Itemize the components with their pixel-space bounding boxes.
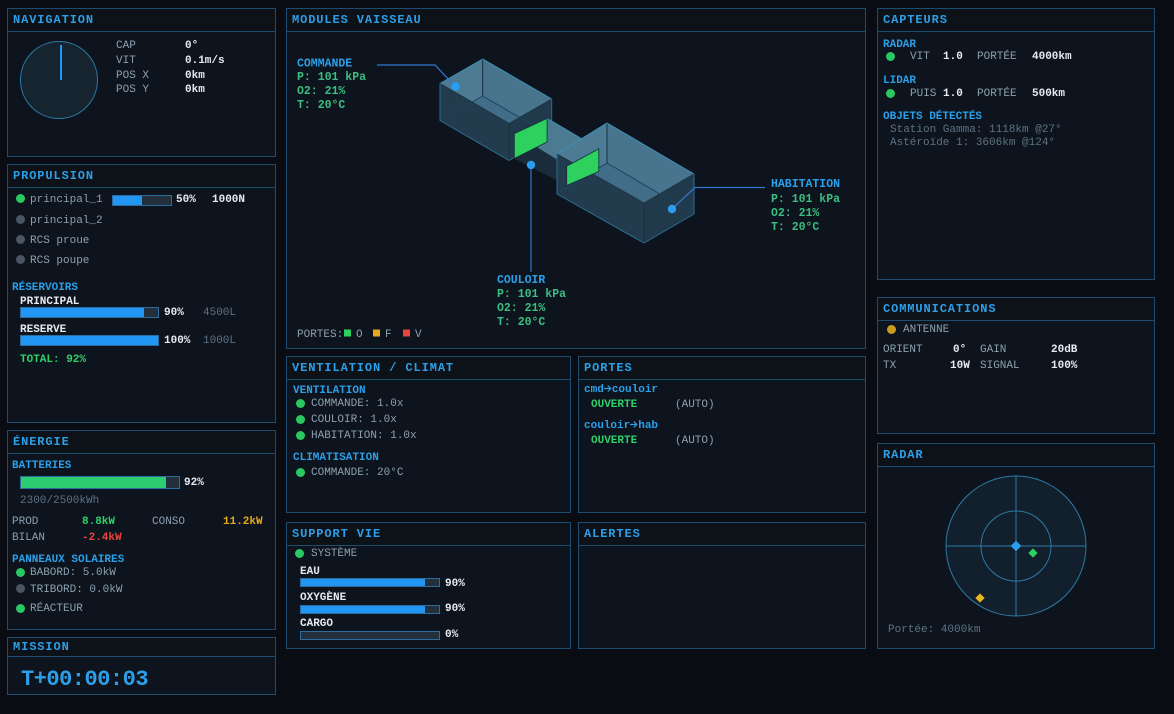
svg-text:P: 101 kPa: P: 101 kPa: [771, 193, 840, 206]
svg-text:O: O: [356, 329, 363, 341]
svg-text:T: 20°C: T: 20°C: [497, 316, 545, 329]
svg-text:V: V: [415, 329, 422, 341]
svg-text:COULOIR: COULOIR: [497, 274, 545, 287]
svg-text:PORTES:: PORTES:: [297, 329, 343, 341]
svg-text:O2: 21%: O2: 21%: [297, 85, 345, 98]
svg-text:HABITATION: HABITATION: [771, 178, 840, 191]
svg-text:O2: 21%: O2: 21%: [771, 207, 819, 220]
svg-text:P: 101 kPa: P: 101 kPa: [497, 288, 566, 301]
svg-text:F: F: [385, 329, 392, 341]
svg-text:P: 101 kPa: P: 101 kPa: [297, 71, 366, 84]
svg-text:T: 20°C: T: 20°C: [771, 221, 819, 234]
svg-text:T: 20°C: T: 20°C: [297, 99, 345, 112]
svg-text:COMMANDE: COMMANDE: [297, 58, 352, 71]
svg-text:O2: 21%: O2: 21%: [497, 302, 545, 315]
